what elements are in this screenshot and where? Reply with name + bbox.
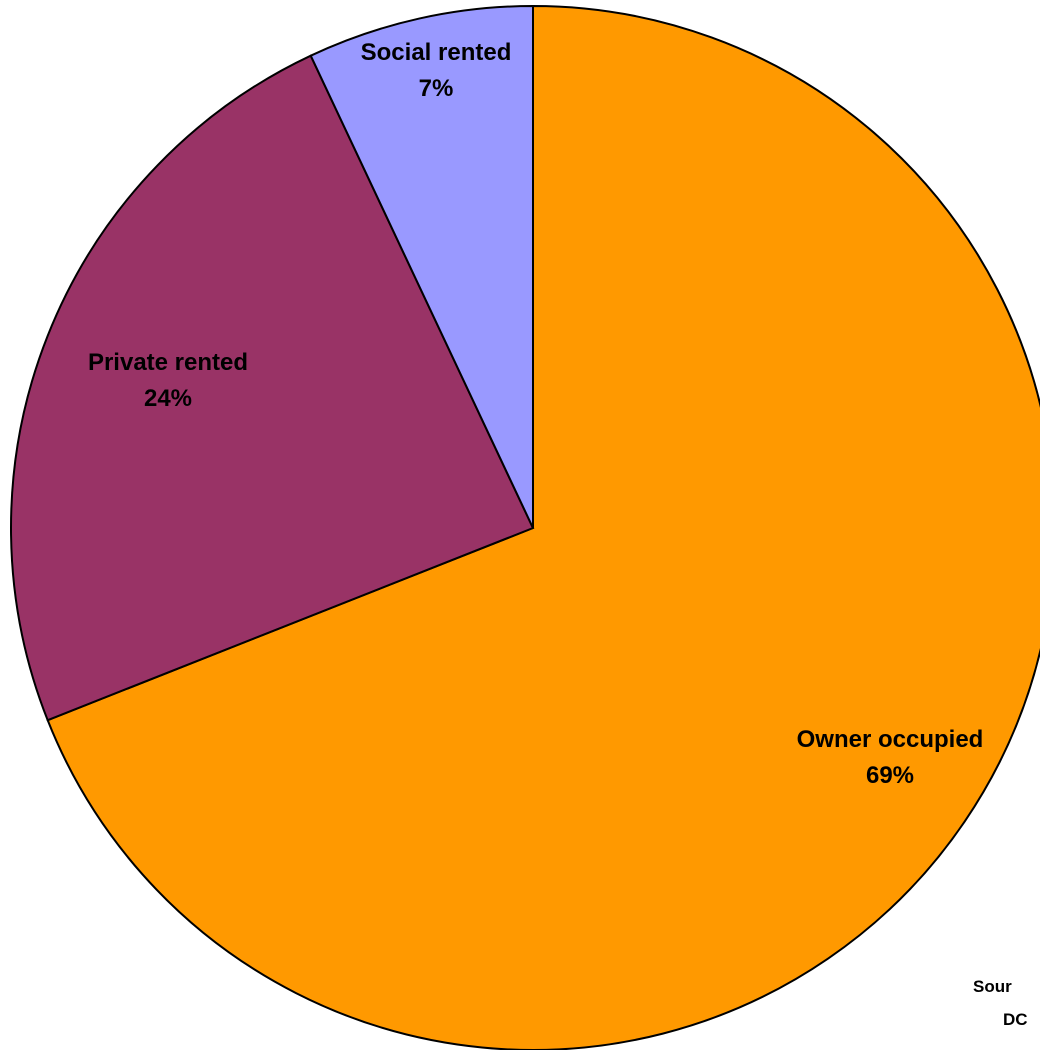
pie-labels: Owner occupied 69% Private rented 24% Social…	[88, 39, 983, 789]
source-note: Sour DC	[973, 977, 1028, 1029]
slice-label: Private rented	[88, 349, 248, 376]
slice-value-label: 69%	[866, 762, 914, 789]
slice-value-label: 7%	[419, 75, 454, 102]
source-line-2: DC	[1003, 1010, 1028, 1029]
pie-slice-owner-occupied	[46, 4, 1040, 1050]
pie-slices	[10, 4, 1040, 1050]
pie-slice-private-rented	[10, 54, 535, 722]
slice-label: Social rented	[361, 39, 512, 66]
slice-label: Owner occupied	[797, 726, 984, 753]
pie-slice-social-rented	[309, 4, 534, 529]
slice-value-label: 24%	[144, 385, 192, 412]
source-line-1: Sour	[973, 977, 1012, 996]
